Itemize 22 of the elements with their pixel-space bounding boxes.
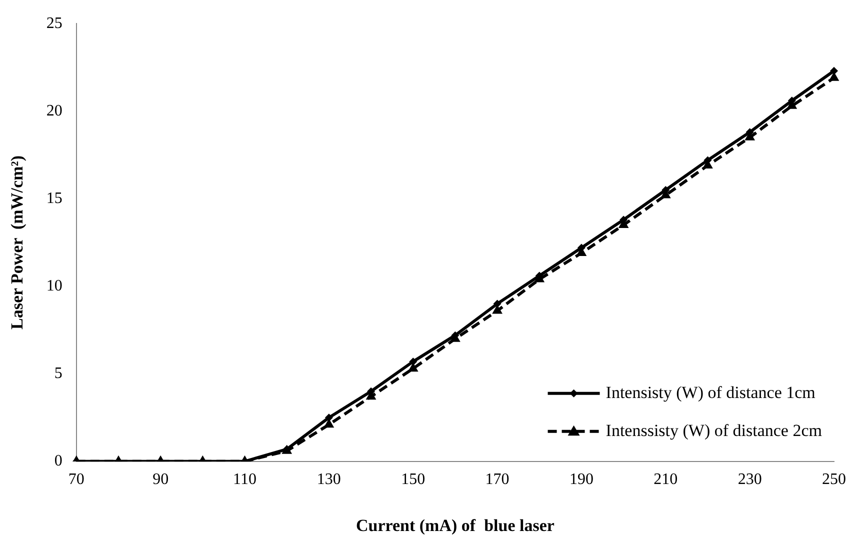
x-tick-label: 110 — [233, 471, 256, 488]
x-tick-label: 250 — [822, 471, 846, 488]
x-axis-title: Current (mA) of blue laser — [356, 516, 555, 536]
x-tick-label: 230 — [738, 471, 762, 488]
legend-label: Intensisty (W) of distance 1cm — [606, 382, 816, 402]
y-tick-label: 10 — [46, 277, 62, 294]
point — [830, 66, 838, 75]
x-tick-label: 90 — [152, 471, 169, 488]
y-tick-label: 0 — [54, 452, 62, 470]
legend-label: Intenssisty (W) of distance 2cm — [606, 420, 822, 440]
y-tick-label: 15 — [46, 190, 62, 207]
x-tick-label: 70 — [68, 471, 84, 488]
y-tick-label: 20 — [46, 102, 62, 120]
y-axis-title: Laser Power (mW/cm²) — [8, 156, 27, 330]
x-tick-label: 130 — [316, 471, 341, 488]
y-tick-label: 25 — [46, 14, 62, 32]
x-tick-label: 170 — [485, 471, 510, 488]
x-tick-label: 210 — [654, 471, 678, 488]
x-tick-label: 150 — [401, 471, 426, 488]
y-tick-label: 5 — [54, 365, 62, 382]
point — [493, 300, 502, 308]
x-tick-label: 190 — [569, 471, 594, 488]
